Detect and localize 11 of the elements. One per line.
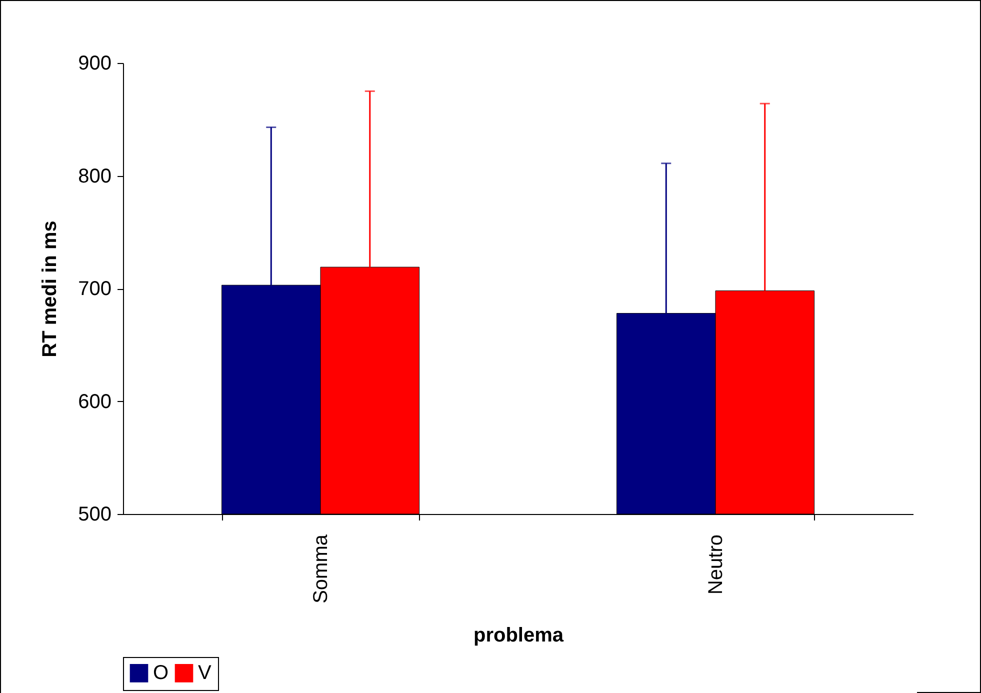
x-tick-label: Neutro (705, 534, 727, 595)
y-tick-label: 800 (78, 165, 112, 188)
x-axis-title: problema (473, 624, 564, 646)
legend-label: O (153, 662, 169, 684)
legend-label: V (198, 662, 212, 684)
y-tick-label: 600 (78, 390, 112, 413)
y-tick-label: 500 (78, 504, 112, 526)
x-tick-label: Somma (310, 534, 332, 604)
y-tick-label: 900 (78, 52, 112, 74)
y-tick-label: 700 (78, 278, 112, 300)
y-axis-title: RT medi in ms (39, 220, 62, 358)
